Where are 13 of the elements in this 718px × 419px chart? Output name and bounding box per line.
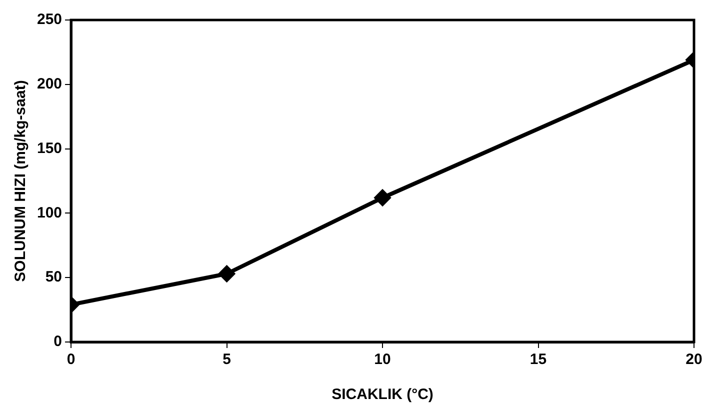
x-tick-label: 10: [374, 351, 391, 368]
y-tick-label: 250: [36, 11, 62, 28]
x-tick-label: 20: [686, 351, 702, 368]
y-tick-label: 50: [45, 268, 62, 286]
x-tick-label: 5: [222, 351, 231, 368]
y-tick-label: 0: [54, 333, 62, 350]
y-tick-label: 100: [36, 204, 62, 222]
x-axis-title: SICAKLIK (°C): [332, 386, 434, 404]
x-tick-label: 15: [530, 351, 547, 368]
y-axis-title: SOLUNUM HIZI (mg/kg-saat): [12, 80, 30, 282]
y-tick-label: 150: [36, 140, 62, 157]
x-tick-label: 0: [66, 351, 76, 368]
y-tick-label: 200: [36, 76, 62, 93]
